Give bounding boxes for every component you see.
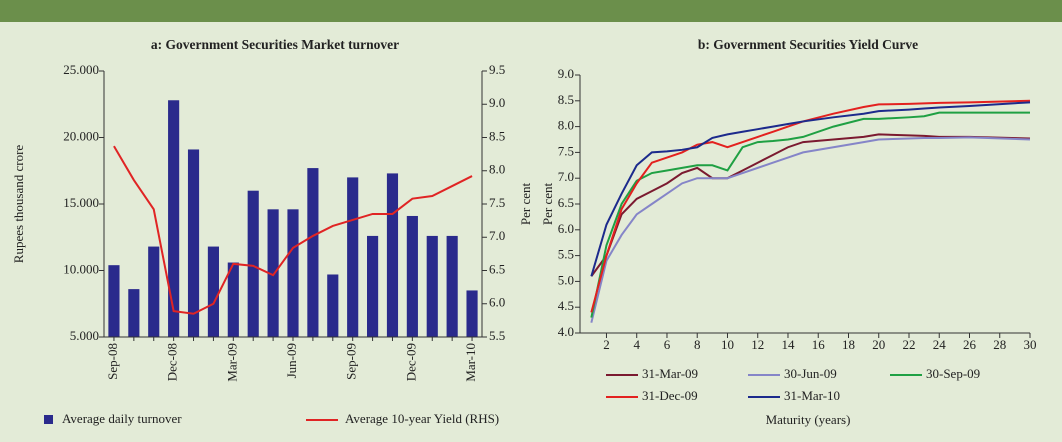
x-tick-label: Mar-09 — [224, 343, 239, 382]
bar — [207, 246, 219, 337]
x-tick-label: Dec-09 — [403, 343, 418, 381]
y2-tick-label: 8.5 — [489, 128, 505, 143]
x-tick-label: 8 — [694, 337, 701, 352]
chart-title: a: Government Securities Market turnover — [151, 37, 399, 52]
y2-tick-label: 6.0 — [489, 295, 505, 310]
bar — [406, 215, 418, 337]
y2-tick-label: 6.5 — [489, 261, 505, 276]
y-tick-label: 5.0 — [558, 272, 574, 287]
x-tick-label: Jun-09 — [284, 343, 299, 378]
x-tick-label: Sep-09 — [344, 343, 359, 380]
bar — [446, 235, 458, 337]
bar — [168, 100, 180, 337]
bar — [307, 168, 319, 337]
x-tick-label: 20 — [872, 337, 885, 352]
x-tick-label: Sep-08 — [105, 343, 120, 380]
y-tick-label: 15.000 — [63, 195, 99, 210]
x-tick-label: 14 — [781, 337, 795, 352]
y-tick-label: 4.0 — [558, 324, 574, 339]
legend-label: 30-Sep-09 — [926, 366, 980, 381]
yield-curve — [590, 133, 1031, 277]
y-tick-label: 5.000 — [70, 328, 99, 343]
x-tick-label: 26 — [963, 337, 977, 352]
y-axis-label: Per cent — [540, 182, 555, 225]
legend-label: Average 10-year Yield (RHS) — [345, 411, 499, 426]
bar — [108, 265, 120, 337]
legend-label: 30-Jun-09 — [784, 366, 837, 381]
x-tick-label: 6 — [664, 337, 671, 352]
y2-tick-label: 9.5 — [489, 62, 505, 77]
bar — [386, 173, 399, 337]
yield-curve — [590, 99, 1031, 313]
y2-tick-label: 8.0 — [489, 162, 505, 177]
bar — [426, 235, 438, 337]
yield-line — [113, 145, 473, 315]
y-tick-label: 5.5 — [558, 247, 574, 262]
x-tick-label: 10 — [721, 337, 734, 352]
bar — [466, 290, 478, 337]
x-tick-label: 28 — [993, 337, 1006, 352]
y-tick-label: 6.0 — [558, 221, 574, 236]
bar — [128, 289, 140, 337]
yield-curve — [590, 101, 1031, 277]
y2-tick-label: 7.5 — [489, 195, 505, 210]
x-tick-label: 22 — [902, 337, 915, 352]
bar — [347, 177, 359, 337]
y-axis-label: Rupees thousand crore — [11, 145, 26, 264]
legend-swatch — [44, 415, 53, 424]
y-tick-label: 8.0 — [558, 118, 574, 133]
x-tick-label: 16 — [812, 337, 826, 352]
y2-tick-label: 7.0 — [489, 228, 505, 243]
x-tick-label: Mar-10 — [463, 343, 478, 382]
y-tick-label: 20.000 — [63, 128, 99, 143]
yield-curve — [590, 136, 1031, 323]
y2-axis-label: Per cent — [518, 182, 533, 225]
bar — [227, 262, 239, 337]
x-tick-label: 2 — [603, 337, 610, 352]
x-tick-label: 30 — [1024, 337, 1037, 352]
bar — [327, 274, 339, 337]
header-band — [0, 0, 1062, 22]
bar — [367, 235, 379, 337]
x-axis-label: Maturity (years) — [766, 412, 851, 427]
legend-label: Average daily turnover — [62, 411, 182, 426]
bar — [187, 149, 200, 337]
y-tick-label: 7.5 — [558, 143, 574, 158]
x-tick-label: 12 — [751, 337, 764, 352]
bar — [247, 190, 259, 337]
y2-tick-label: 9.0 — [489, 95, 505, 110]
y-tick-label: 7.0 — [558, 169, 574, 184]
bar — [287, 209, 299, 337]
y-tick-label: 4.5 — [558, 298, 574, 313]
yield-curve — [590, 111, 1030, 318]
legend-label: 31-Dec-09 — [642, 388, 698, 403]
legend-label: 31-Mar-10 — [784, 388, 840, 403]
x-tick-label: Dec-08 — [165, 343, 180, 381]
y-tick-label: 6.5 — [558, 195, 574, 210]
x-tick-label: 4 — [633, 337, 640, 352]
chart-title: b: Government Securities Yield Curve — [698, 37, 918, 52]
x-tick-label: 18 — [842, 337, 855, 352]
y2-tick-label: 5.5 — [489, 328, 505, 343]
bar — [148, 246, 160, 337]
legend-label: 31-Mar-09 — [642, 366, 698, 381]
y-tick-label: 8.5 — [558, 92, 574, 107]
y-tick-label: 25.000 — [63, 62, 99, 77]
y-tick-label: 9.0 — [558, 66, 574, 81]
y-tick-label: 10.000 — [63, 261, 99, 276]
x-tick-label: 24 — [933, 337, 947, 352]
bar — [267, 209, 279, 337]
